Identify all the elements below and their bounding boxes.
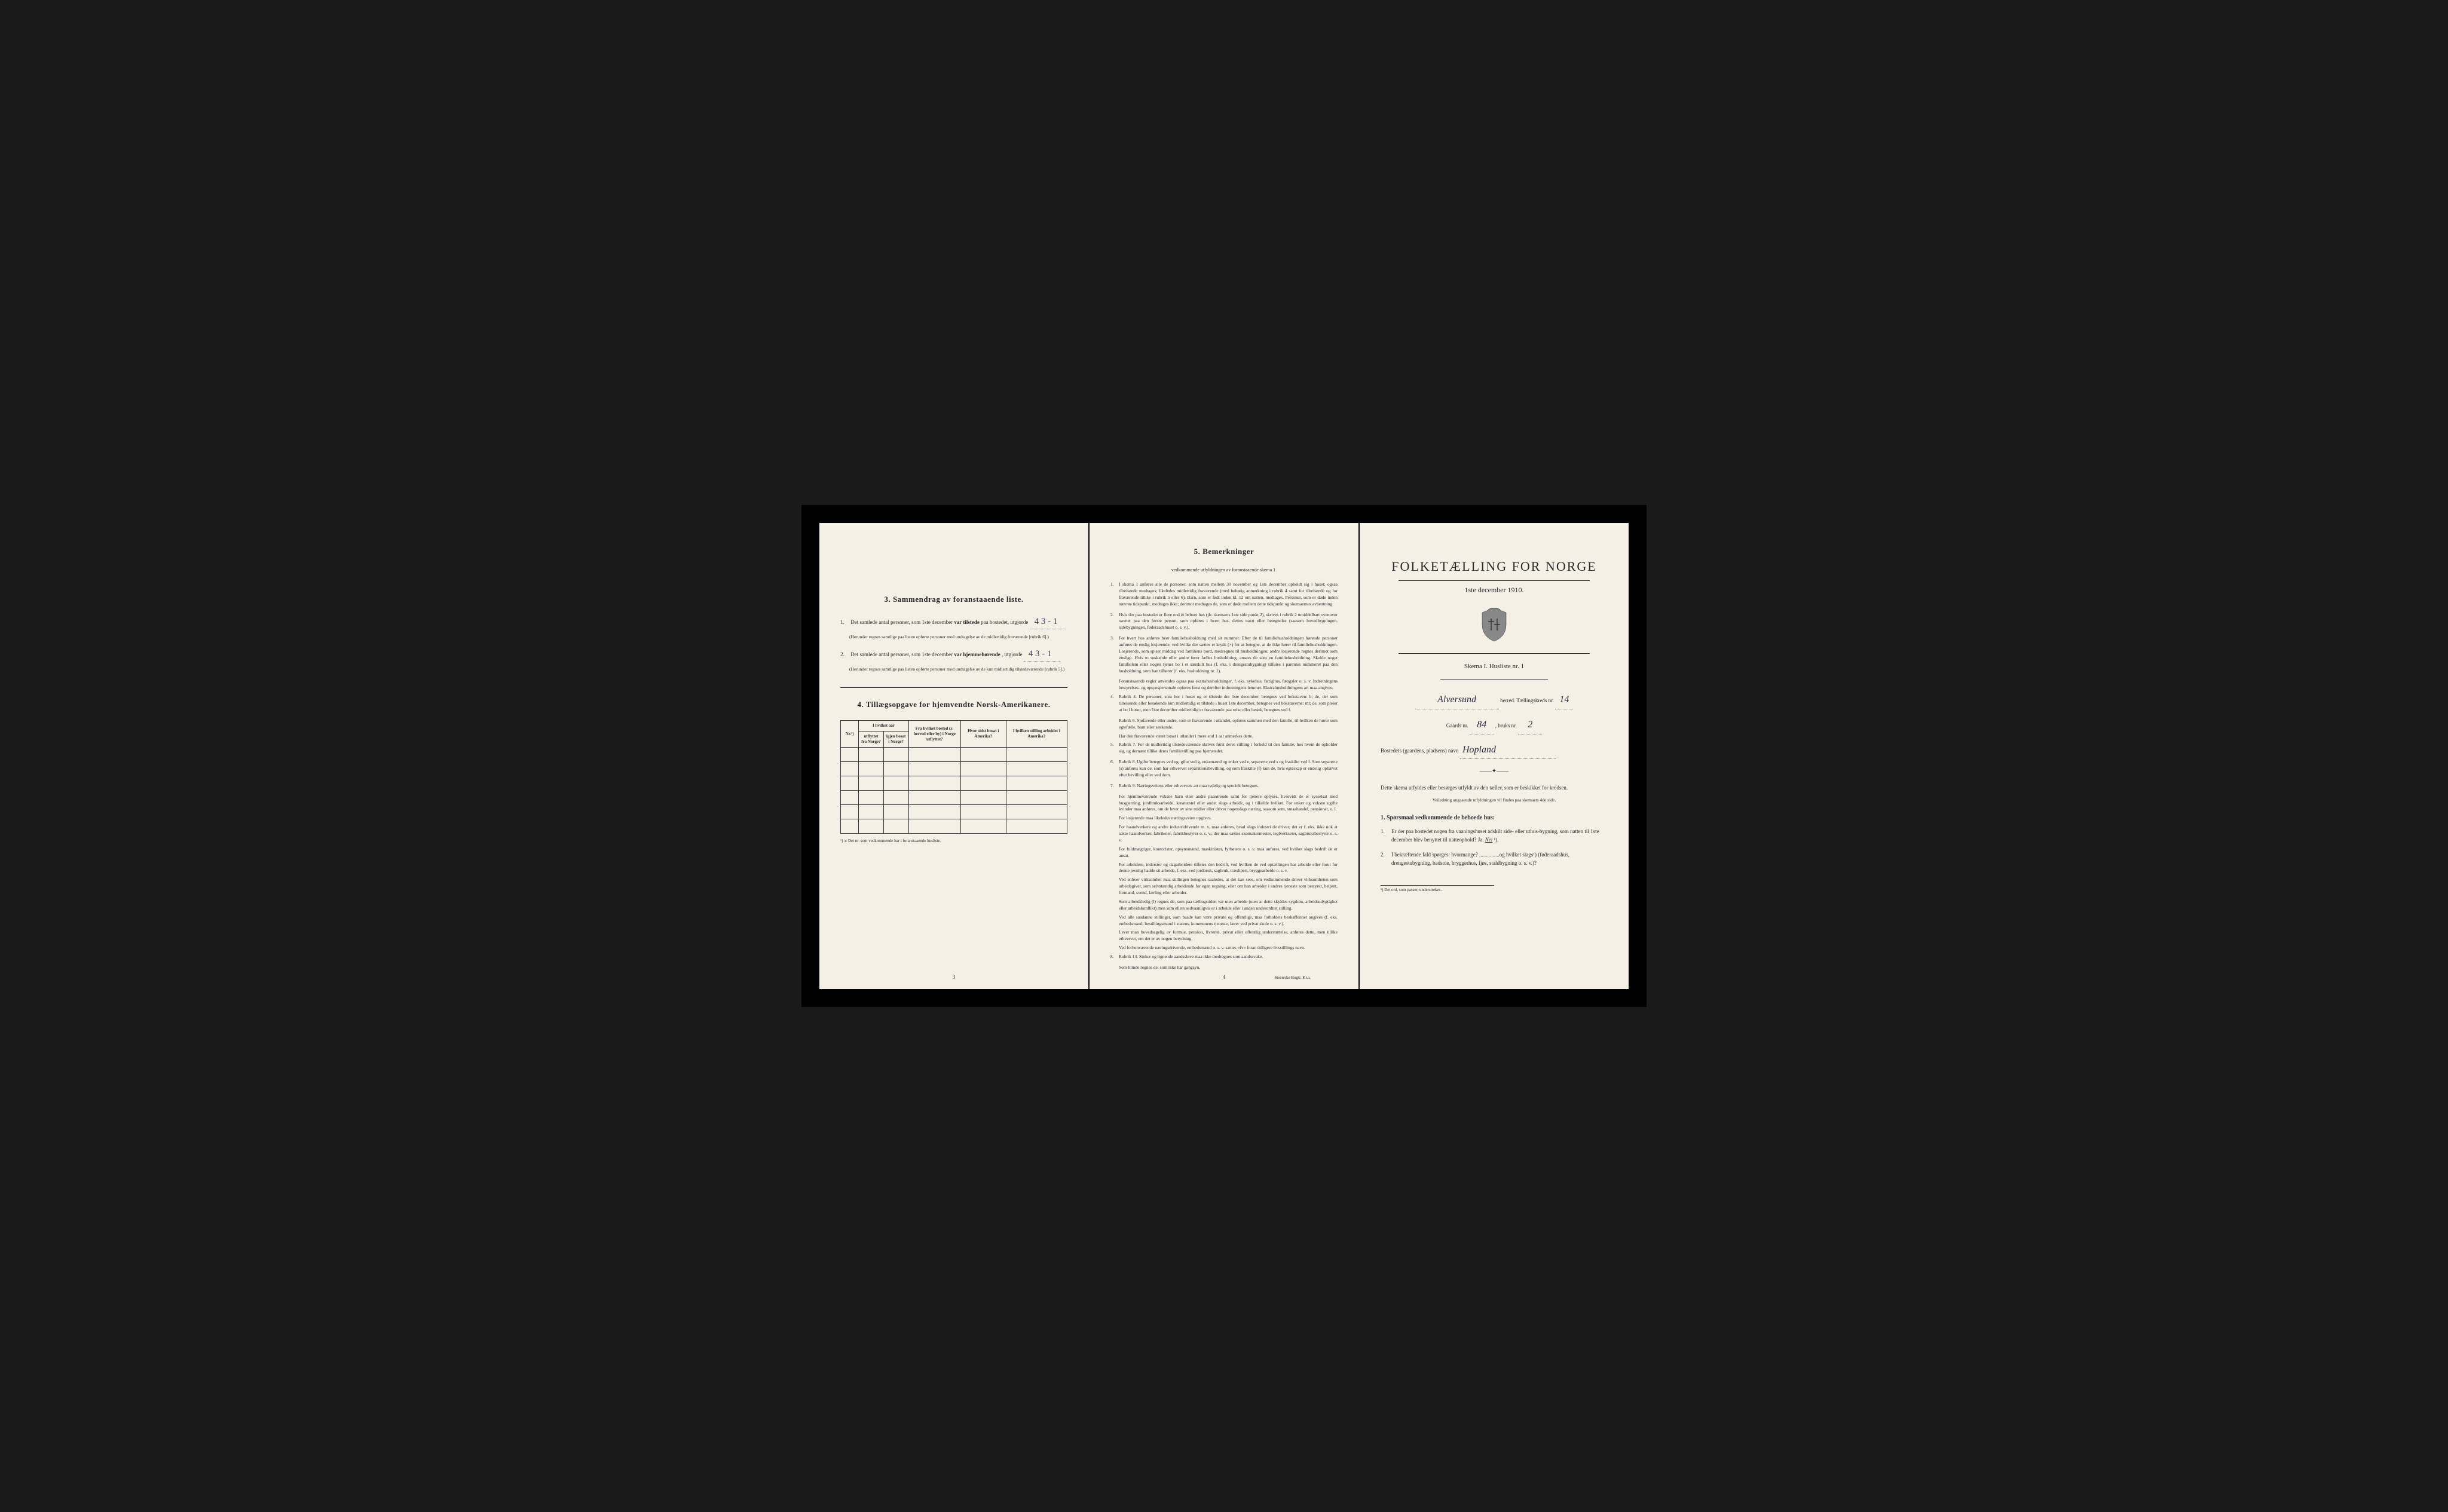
question-2: 2. I bekræftende fald spørges: hvormange… (1381, 850, 1608, 868)
remark-item: Foranstaaende regler anvendes ogsaa paa … (1110, 678, 1338, 691)
remark-item: For fuldmægtiger, kontorister, opsynsmæn… (1110, 846, 1338, 859)
table-row (841, 748, 1067, 762)
amerika-table: Nr.¹) I hvilket aar Fra hvilket bosted (… (840, 720, 1067, 834)
instruction: Dette skema utfyldes eller besørges utfy… (1381, 783, 1608, 792)
remark-item: Ved enhver virksomhet maa stillingen bet… (1110, 877, 1338, 896)
gaards-line: Gaards nr. 84 , bruks nr. 2 (1381, 717, 1608, 734)
remark-item: Lever man hovedsagelig av formue, pensio… (1110, 929, 1338, 942)
remark-item: 6.Rubrik 8. Ugifte betegnes ved ug, gift… (1110, 759, 1338, 779)
remark-item: 2.Hvis der paa bostedet er flere end ét … (1110, 612, 1338, 632)
remark-item: Rubrik 6. Sjøfarende eller andre, som er… (1110, 718, 1338, 731)
table-footnote: ¹) ɔ: Det nr. som vedkommende har i fora… (840, 838, 1067, 843)
remark-item: Som arbeidsledig (l) regnes de, som paa … (1110, 899, 1338, 912)
printer-note: Steen'ske Bogtr. Kr.a. (1274, 975, 1311, 980)
footnote: ¹) Det ord, som passer, understrekes. (1381, 885, 1494, 892)
tilstede-count: 4 3 - 1 (1030, 615, 1066, 629)
questions-title: 1. Spørsmaal vedkommende de beboede hus: (1381, 815, 1608, 821)
table-row (841, 776, 1067, 791)
census-date: 1ste december 1910. (1381, 586, 1608, 595)
remark-item: 8.Rubrik 14. Sinker og lignende aandsslø… (1110, 954, 1338, 960)
remarks-list: 1.I skema 1 anføres alle de personer, so… (1110, 581, 1338, 971)
remark-item: 1.I skema 1 anføres alle de personer, so… (1110, 581, 1338, 608)
kreds-value: 14 (1555, 691, 1573, 709)
page-left: 3. Sammendrag av foranstaaende liste. 1.… (819, 523, 1088, 989)
answer-nei: Nei (1485, 837, 1493, 843)
remark-item: For arbeidere, inderster og dagarbeidere… (1110, 862, 1338, 875)
page-middle: 5. Bemerkninger vedkommende utfyldningen… (1090, 523, 1358, 989)
remark-item: For losjerende maa likeledes næringsveie… (1110, 815, 1338, 822)
remark-item: 5.Rubrik 7. For de midlertidig tilstedev… (1110, 742, 1338, 755)
page-number: 3 (953, 974, 956, 980)
herred-line: Alversund herred. Tællingskreds nr. 14 (1381, 691, 1608, 709)
section4-title: 4. Tillægsopgave for hjemvendte Norsk-Am… (840, 700, 1067, 709)
main-title: FOLKETÆLLING FOR NORGE (1381, 559, 1608, 574)
herred-value: Alversund (1415, 691, 1499, 709)
section5-title: 5. Bemerkninger (1110, 547, 1338, 556)
remark-item: Som blinde regnes de, som ikke har gangs… (1110, 965, 1338, 971)
remark-item: Ved alle saadanne stillinger, som baade … (1110, 914, 1338, 928)
coat-of-arms (1381, 607, 1608, 644)
remark-item: Har den fraværende været bosat i utlande… (1110, 733, 1338, 740)
bruks-value: 2 (1518, 717, 1542, 734)
instruction-small: Veiledning angaaende utfyldningen vil fi… (1381, 797, 1608, 803)
bosted-value: Hopland (1460, 742, 1556, 760)
section3-title: 3. Sammendrag av foranstaaende liste. (840, 595, 1067, 604)
section3-item-2: 2. Det samlede antal personer, som 1ste … (840, 647, 1067, 672)
remark-item: For hjemmeværende voksne barn eller andr… (1110, 794, 1338, 813)
skema-line: Skema I. Husliste nr. 1 (1381, 663, 1608, 670)
remark-item: Ved forhenværende næringsdrivende, embed… (1110, 945, 1338, 951)
table-row (841, 805, 1067, 819)
hjemme-count: 4 3 - 1 (1024, 647, 1060, 662)
remark-item: For haandverkere og andre industridriven… (1110, 824, 1338, 844)
remark-item: 4.Rubrik 4. De personer, som bor i huset… (1110, 694, 1338, 714)
table-row (841, 791, 1067, 805)
census-document: 3. Sammendrag av foranstaaende liste. 1.… (801, 505, 1647, 1007)
question-1: 1. Er der paa bostedet nogen fra vaaning… (1381, 827, 1608, 844)
section3-item-1: 1. Det samlede antal personer, som 1ste … (840, 615, 1067, 640)
page-right: FOLKETÆLLING FOR NORGE 1ste december 191… (1360, 523, 1629, 989)
bosted-line: Bostedets (gaardens, pladsens) navn Hopl… (1381, 742, 1608, 760)
remark-item: 3.For hvert hus anføres hver familiehush… (1110, 635, 1338, 674)
husliste-nr: 1 (1521, 663, 1525, 670)
ornament: ――✦―― (1381, 768, 1608, 775)
remark-item: 7.Rubrik 9. Næringsveiens eller erhverve… (1110, 783, 1338, 789)
page-number: 4 (1223, 974, 1226, 980)
table-row (841, 819, 1067, 834)
section5-subtitle: vedkommende utfyldningen av foranstaaend… (1110, 567, 1338, 573)
gaards-value: 84 (1470, 717, 1494, 734)
table-row (841, 762, 1067, 776)
